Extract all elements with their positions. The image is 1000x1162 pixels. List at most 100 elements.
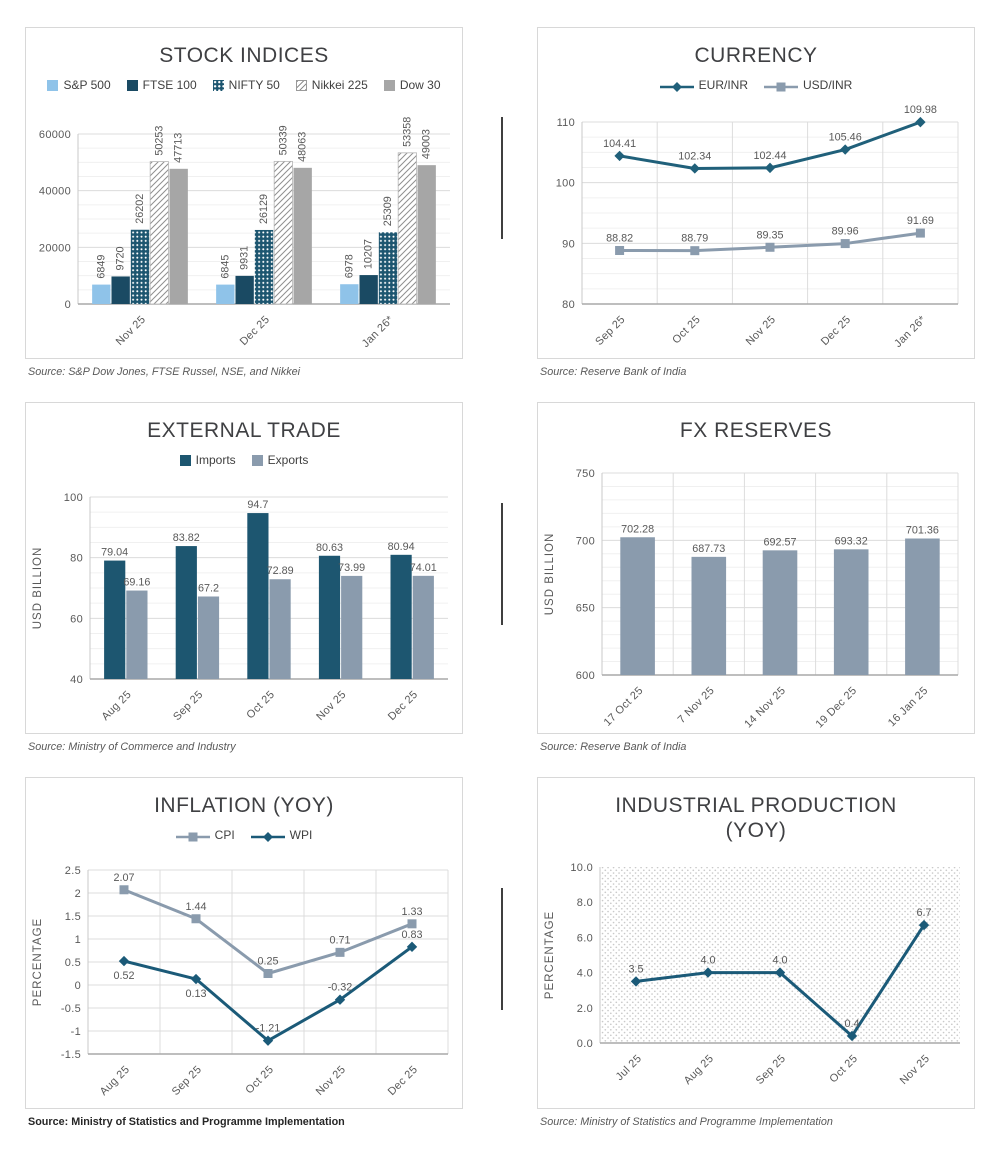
legend-label: FTSE 100 <box>142 78 197 92</box>
chart-legend: CPI WPI <box>26 828 462 842</box>
svg-text:Sep 25: Sep 25 <box>170 1064 204 1098</box>
industrial-production-cell: INDUSTRIAL PRODUCTION (YOY) 0.0 2.0 4.0 6.0… <box>537 777 975 1128</box>
chart-title: INDUSTRIAL PRODUCTION (YOY) <box>615 794 897 842</box>
legend-item: S&P 500 <box>47 78 111 92</box>
svg-text:Nov 25: Nov 25 <box>114 314 148 348</box>
svg-text:Jul 25: Jul 25 <box>614 1053 645 1084</box>
legend-item: Imports <box>179 453 236 467</box>
svg-text:10.0: 10.0 <box>570 862 593 874</box>
legend-item: Dow 30 <box>383 78 441 92</box>
currency-cell: CURRENCY EUR/INR USD/INR 80 90 100 110 Sep 25… <box>537 27 975 378</box>
svg-text:2.0: 2.0 <box>577 1003 593 1015</box>
svg-text:0.25: 0.25 <box>257 956 278 968</box>
svg-text:Oct 25: Oct 25 <box>827 1053 860 1086</box>
svg-text:80.63: 80.63 <box>316 542 343 554</box>
svg-text:80.94: 80.94 <box>388 541 415 553</box>
legend-swatch-icon <box>295 79 307 91</box>
legend-item: FTSE 100 <box>126 78 197 92</box>
svg-text:687.73: 687.73 <box>692 543 725 555</box>
svg-text:2: 2 <box>75 888 81 900</box>
svg-text:79.04: 79.04 <box>101 547 128 559</box>
svg-text:Nov 25: Nov 25 <box>314 1064 348 1098</box>
svg-text:47713: 47713 <box>173 133 185 163</box>
svg-text:USD BILLION: USD BILLION <box>544 533 556 616</box>
svg-text:6845: 6845 <box>219 255 231 279</box>
industrial-production-card: INDUSTRIAL PRODUCTION (YOY) 0.0 2.0 4.0 6.0… <box>537 777 975 1109</box>
legend-item: Nikkei 225 <box>295 78 368 92</box>
svg-text:60: 60 <box>70 613 83 625</box>
svg-text:0.71: 0.71 <box>329 934 350 946</box>
svg-text:-1.21: -1.21 <box>256 1023 281 1035</box>
legend-item: USD/INR <box>764 77 852 93</box>
legend-swatch-icon <box>47 79 59 91</box>
chart-title: INFLATION (YOY) <box>154 794 334 817</box>
svg-text:Jan 26*: Jan 26* <box>360 313 397 350</box>
svg-text:9931: 9931 <box>239 246 251 270</box>
svg-text:6849: 6849 <box>95 255 107 279</box>
svg-text:702.28: 702.28 <box>621 523 654 535</box>
svg-text:110: 110 <box>557 117 575 129</box>
svg-text:693.32: 693.32 <box>835 535 868 547</box>
legend-swatch-icon <box>383 79 395 91</box>
legend-label: S&P 500 <box>63 78 111 92</box>
svg-text:Dec 25: Dec 25 <box>386 689 420 723</box>
svg-text:700: 700 <box>576 535 595 547</box>
svg-text:1.44: 1.44 <box>185 901 206 913</box>
svg-text:80: 80 <box>70 553 83 565</box>
inflation-card: INFLATION (YOY) CPI WPI -1.5 -1 -0.5 0 0.5 1 1.… <box>25 777 463 1109</box>
svg-text:8.0: 8.0 <box>577 897 593 909</box>
legend-swatch-icon <box>126 79 138 91</box>
stock-indices-cell: STOCK INDICES S&P 500 FTSE 100 NIFTY 50 Nik… <box>25 27 463 378</box>
legend-label: Nikkei 225 <box>311 78 368 92</box>
svg-text:0: 0 <box>75 980 81 992</box>
svg-text:0.52: 0.52 <box>113 970 134 982</box>
legend-line-marker-icon <box>250 832 285 842</box>
svg-text:67.2: 67.2 <box>198 582 219 594</box>
svg-text:701.36: 701.36 <box>906 525 939 537</box>
svg-text:105.46: 105.46 <box>829 132 862 144</box>
svg-text:53358: 53358 <box>401 117 413 147</box>
chart-legend: S&P 500 FTSE 100 NIFTY 50 Nikkei 225 Dow 30 <box>26 78 462 92</box>
svg-text:73.99: 73.99 <box>338 562 365 574</box>
dashboard-grid: STOCK INDICES S&P 500 FTSE 100 NIFTY 50 Nik… <box>25 27 975 1128</box>
svg-text:0.0: 0.0 <box>577 1038 593 1050</box>
svg-text:19 Dec 25: 19 Dec 25 <box>813 685 859 731</box>
svg-text:25309: 25309 <box>382 196 394 226</box>
svg-text:Aug 25: Aug 25 <box>100 689 134 723</box>
svg-text:Oct 25: Oct 25 <box>243 1064 276 1097</box>
svg-text:26202: 26202 <box>134 194 146 224</box>
svg-text:69.16: 69.16 <box>123 577 150 589</box>
legend-label: NIFTY 50 <box>228 78 280 92</box>
legend-label: CPI <box>214 828 235 842</box>
svg-text:1.5: 1.5 <box>65 911 81 923</box>
column-divider-line <box>501 503 503 625</box>
svg-text:Aug 25: Aug 25 <box>682 1053 716 1087</box>
svg-text:1.33: 1.33 <box>401 906 422 918</box>
svg-text:PERCENTAGE: PERCENTAGE <box>32 918 44 1006</box>
svg-text:16 Jan 25: 16 Jan 25 <box>886 685 931 730</box>
legend-item: EUR/INR <box>659 77 748 93</box>
svg-text:Sep 25: Sep 25 <box>754 1053 788 1087</box>
svg-text:Dec 25: Dec 25 <box>386 1064 420 1098</box>
svg-text:4.0: 4.0 <box>772 955 787 967</box>
svg-text:17 Oct 25: 17 Oct 25 <box>602 685 646 729</box>
svg-text:2.5: 2.5 <box>65 865 81 877</box>
svg-text:750: 750 <box>576 468 595 480</box>
chart-title: STOCK INDICES <box>159 44 329 67</box>
chart-title: FX RESERVES <box>679 419 833 442</box>
svg-text:72.89: 72.89 <box>267 565 294 577</box>
svg-text:0.5: 0.5 <box>65 957 81 969</box>
legend-item: Exports <box>251 453 308 467</box>
svg-text:109.98: 109.98 <box>904 104 937 116</box>
svg-text:Aug 25: Aug 25 <box>98 1064 132 1098</box>
source-note: Source: Reserve Bank of India <box>540 741 687 753</box>
fx-reserves-chart: 600 650 700 750 USD BILLION 17 Oct 25 7 Nov 25… <box>544 468 959 731</box>
legend-item: CPI <box>175 827 235 843</box>
svg-text:-1: -1 <box>71 1026 81 1038</box>
chart-legend: EUR/INR USD/INR <box>538 78 974 92</box>
chart-title: EXTERNAL TRADE <box>147 419 341 442</box>
legend-label: WPI <box>289 828 313 842</box>
external-trade-chart: 40 60 80 100 USD BILLION Aug 25 Sep 25 Oct 25 No… <box>32 492 448 723</box>
svg-text:4.0: 4.0 <box>577 968 593 980</box>
column-divider-line <box>501 888 503 1010</box>
